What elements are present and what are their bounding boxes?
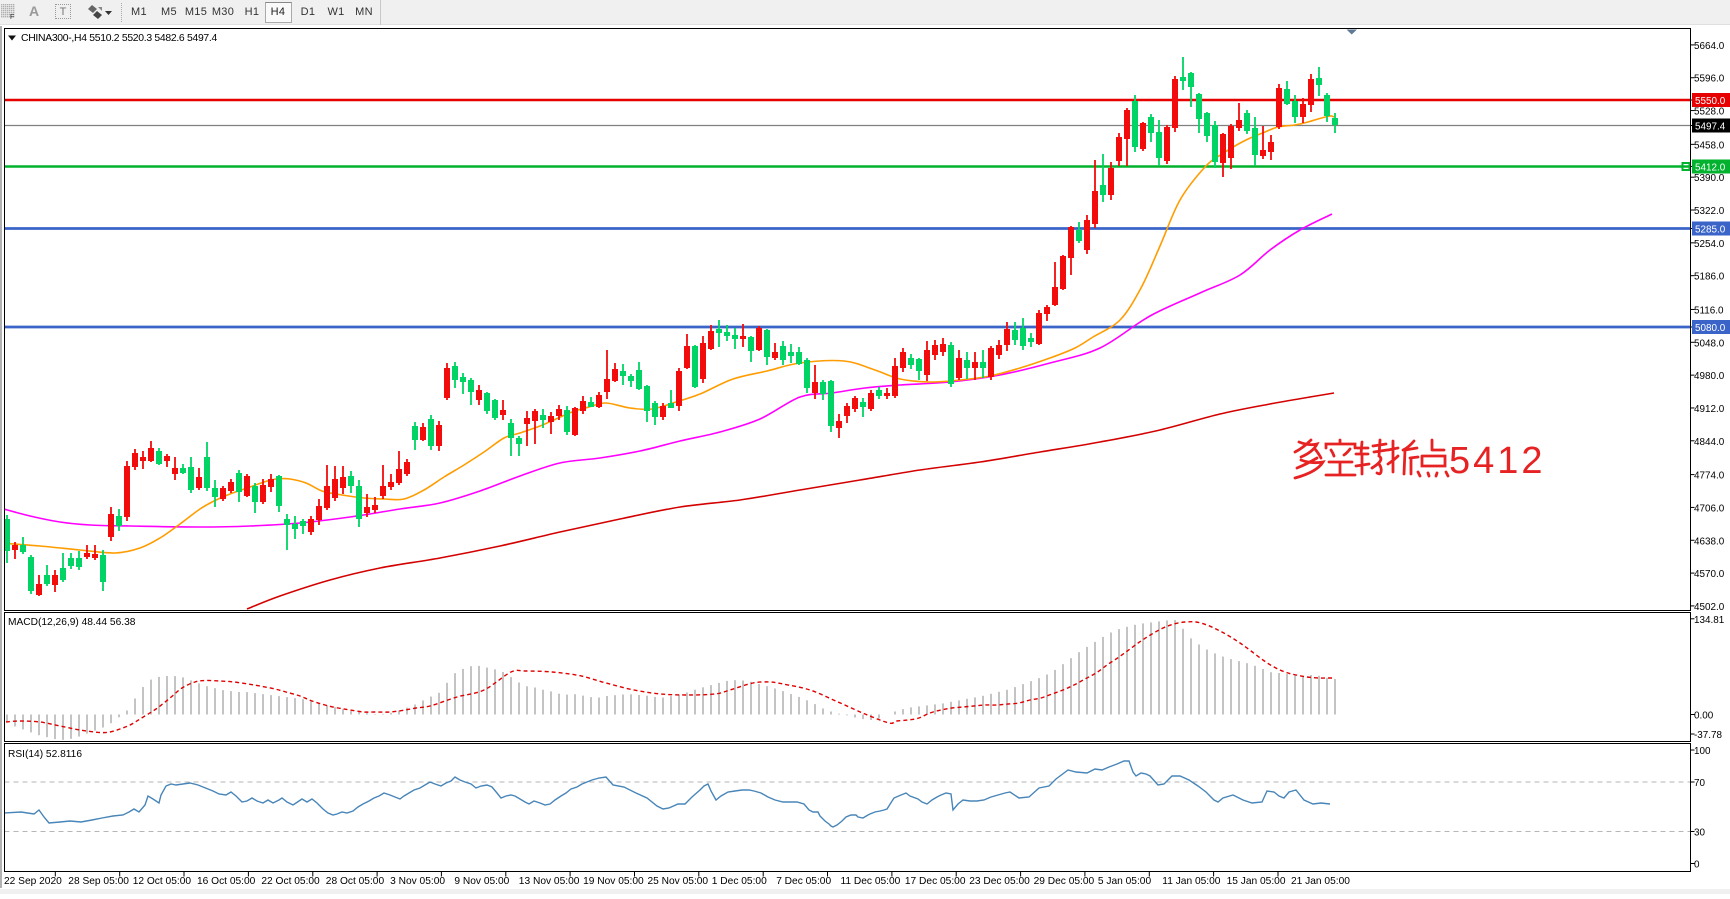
- svg-text:5596.0: 5596.0: [1694, 74, 1725, 85]
- svg-text:5080.0: 5080.0: [1695, 323, 1726, 334]
- svg-text:9 Nov 05:00: 9 Nov 05:00: [454, 876, 509, 887]
- svg-text:4638.0: 4638.0: [1694, 536, 1725, 547]
- svg-text:22 Sep 2020: 22 Sep 2020: [4, 876, 62, 887]
- svg-text:30: 30: [1694, 828, 1705, 839]
- svg-text:5254.0: 5254.0: [1694, 239, 1725, 250]
- svg-text:70: 70: [1694, 778, 1705, 789]
- svg-text:3 Nov 05:00: 3 Nov 05:00: [390, 876, 445, 887]
- svg-text:MACD(12,26,9) 48.44 56.38: MACD(12,26,9) 48.44 56.38: [8, 617, 136, 628]
- svg-text:17 Dec 05:00: 17 Dec 05:00: [905, 876, 966, 887]
- svg-text:4844.0: 4844.0: [1694, 437, 1725, 448]
- svg-text:5664.0: 5664.0: [1694, 41, 1725, 52]
- svg-text:134.81: 134.81: [1694, 615, 1725, 626]
- svg-text:25 Nov 05:00: 25 Nov 05:00: [648, 876, 709, 887]
- svg-text:7 Dec 05:00: 7 Dec 05:00: [776, 876, 831, 887]
- svg-text:RSI(14) 52.8116: RSI(14) 52.8116: [8, 749, 82, 760]
- svg-text:23 Dec 05:00: 23 Dec 05:00: [969, 876, 1030, 887]
- svg-text:12 Oct 05:00: 12 Oct 05:00: [133, 876, 192, 887]
- svg-text:5285.0: 5285.0: [1695, 225, 1726, 236]
- svg-text:21 Jan 05:00: 21 Jan 05:00: [1291, 876, 1350, 887]
- svg-text:13 Nov 05:00: 13 Nov 05:00: [519, 876, 580, 887]
- svg-text:5550.0: 5550.0: [1695, 96, 1726, 107]
- svg-text:5458.0: 5458.0: [1694, 140, 1725, 151]
- svg-text:11 Jan 05:00: 11 Jan 05:00: [1162, 876, 1220, 887]
- svg-text:22 Oct 05:00: 22 Oct 05:00: [261, 876, 320, 887]
- svg-text:5048.0: 5048.0: [1694, 338, 1725, 349]
- svg-text:-37.78: -37.78: [1694, 730, 1723, 741]
- svg-text:5 Jan 05:00: 5 Jan 05:00: [1098, 876, 1152, 887]
- svg-text:11 Dec 05:00: 11 Dec 05:00: [841, 876, 901, 887]
- svg-text:4570.0: 4570.0: [1694, 569, 1725, 580]
- svg-text:15 Jan 05:00: 15 Jan 05:00: [1227, 876, 1286, 887]
- svg-text:CHINA300-,H4 5510.2 5520.3 54: CHINA300-,H4 5510.2 5520.3 5482.6 5497.4: [21, 33, 217, 44]
- svg-text:4706.0: 4706.0: [1694, 503, 1725, 514]
- svg-text:5390.0: 5390.0: [1694, 173, 1725, 184]
- svg-text:5528.0: 5528.0: [1694, 107, 1725, 118]
- svg-text:16 Oct 05:00: 16 Oct 05:00: [197, 876, 256, 887]
- svg-text:5186.0: 5186.0: [1694, 272, 1725, 283]
- svg-text:28 Oct 05:00: 28 Oct 05:00: [326, 876, 385, 887]
- svg-text:0: 0: [1694, 860, 1700, 871]
- svg-text:0.00: 0.00: [1694, 711, 1714, 722]
- svg-text:1 Dec 05:00: 1 Dec 05:00: [712, 876, 767, 887]
- svg-text:5412: 5412: [1449, 440, 1546, 482]
- svg-text:28 Sep 05:00: 28 Sep 05:00: [68, 876, 129, 887]
- svg-text:F: F: [10, 14, 14, 20]
- svg-text:100: 100: [1694, 746, 1711, 757]
- svg-text:5412.0: 5412.0: [1695, 163, 1726, 174]
- svg-text:4980.0: 4980.0: [1694, 371, 1725, 382]
- svg-text:5322.0: 5322.0: [1694, 206, 1725, 217]
- svg-text:5116.0: 5116.0: [1694, 305, 1724, 316]
- svg-text:4502.0: 4502.0: [1694, 602, 1725, 613]
- svg-text:29 Dec 05:00: 29 Dec 05:00: [1034, 876, 1095, 887]
- svg-text:5497.4: 5497.4: [1695, 122, 1726, 133]
- svg-text:4912.0: 4912.0: [1694, 404, 1725, 415]
- svg-text:4774.0: 4774.0: [1694, 471, 1725, 482]
- svg-text:19 Nov 05:00: 19 Nov 05:00: [583, 876, 644, 887]
